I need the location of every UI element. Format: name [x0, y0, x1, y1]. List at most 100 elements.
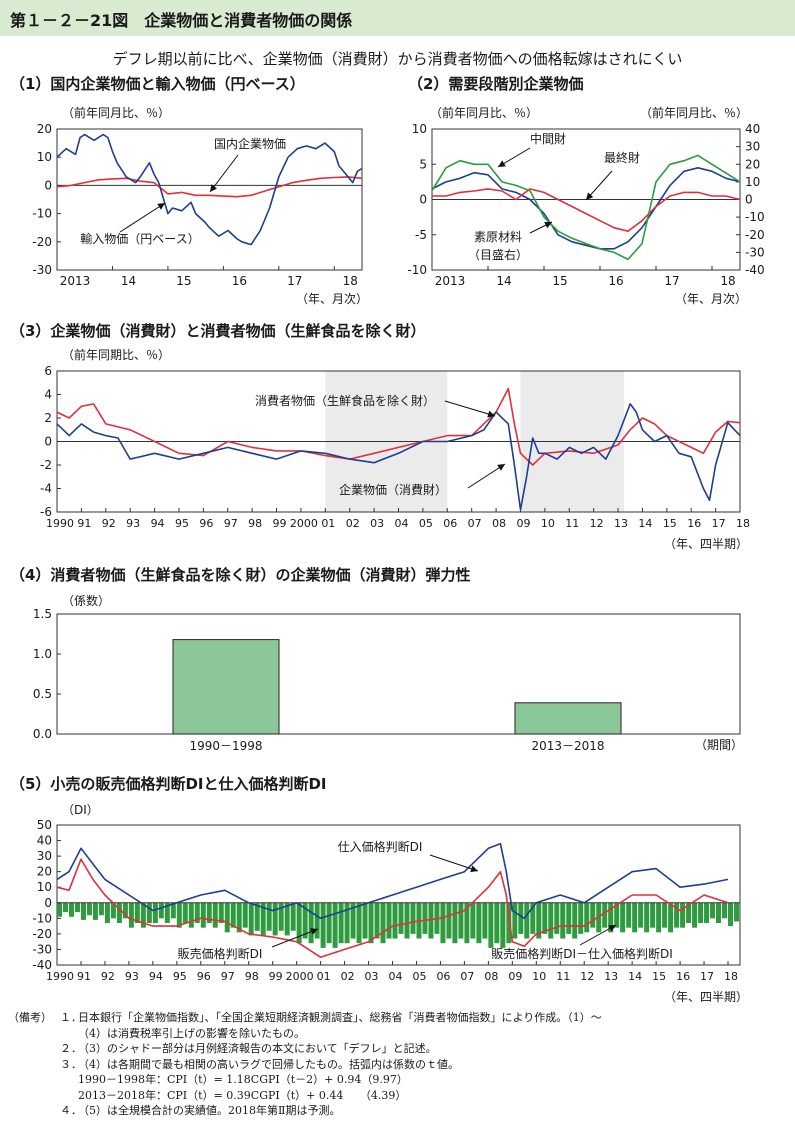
p3-label-cgpi: 企業物価（消費財）	[339, 482, 447, 497]
p5-diff-bar	[650, 902, 656, 928]
p5-diff-bar	[626, 902, 632, 928]
p1-x-tick-label: 17	[287, 274, 302, 288]
panel2-title: （2）需要段階別企業物価	[408, 75, 584, 93]
p5-diff-bar	[620, 902, 626, 933]
p3-x-tick-label: 93	[126, 517, 140, 530]
p5-diff-bar	[440, 902, 446, 944]
p2-x-tick-label: 2013	[435, 274, 466, 288]
panel2-chart: -10 -5 0 5 10 -40 -30 -20 -10 0 10 20 30 40 2013 14 15 16…	[407, 122, 765, 288]
p5-x-tick-label: 04	[389, 970, 403, 983]
p2-y-right-tick-label: -10	[745, 210, 765, 224]
p5-x-tick-label: 16	[676, 970, 690, 983]
p5-diff-bar	[608, 902, 614, 933]
p3-x-tick-label: 07	[468, 517, 482, 530]
p2-x-tick-label: 18	[720, 274, 735, 288]
p3-x-tick-label: 2000	[290, 517, 318, 530]
p1-y-tick-label: 10	[37, 150, 52, 164]
p3-y-tick-label: 2	[44, 411, 52, 425]
p3-arrow-cpi	[444, 400, 496, 417]
p5-diff-bar	[470, 902, 476, 939]
p2-series-intermediate	[431, 166, 741, 250]
p5-x-tick-label: 14	[628, 970, 642, 983]
p5-label-purchase: 仕入価格判断DI	[338, 839, 423, 854]
p5-diff-bar	[392, 902, 398, 939]
p5-diff-bar	[542, 902, 548, 934]
p5-x-tick-label: 96	[197, 970, 211, 983]
p5-diff-bar	[374, 902, 380, 939]
p5-diff-bar	[566, 902, 572, 934]
p5-diff-bar	[242, 902, 248, 928]
p5-y-tick-label: -10	[32, 911, 52, 925]
p2-y-right-tick-label: -40	[745, 263, 765, 277]
p5-diff-bar	[308, 902, 314, 944]
p5-y-tick-label: -30	[32, 942, 52, 956]
p3-x-tick-label: 08	[492, 517, 506, 530]
p5-diff-bar	[86, 902, 92, 916]
p5-diff-bar	[590, 902, 596, 928]
p5-diff-bar	[272, 902, 278, 936]
p3-x-tick-label: 92	[102, 517, 116, 530]
notes: （備考） １． 日本銀行「企業物価指数」、「全国企業短期経済観測調査」、総務省「消費…	[8, 1010, 793, 1119]
p5-diff-bar	[152, 902, 158, 923]
p1-plot-frame	[56, 128, 363, 271]
p3-x-tick-label: 03	[370, 517, 384, 530]
p1-series-domestic	[56, 176, 363, 198]
p2-y-left-tick-label: 0	[419, 193, 427, 207]
p3-x-tick-label: 99	[273, 517, 287, 530]
p1-x-tick-label: 16	[232, 274, 247, 288]
p3-series-cgpi	[56, 403, 741, 511]
p2-arrow-final-head	[586, 192, 594, 200]
p5-x-tick-label: 15	[652, 970, 666, 983]
panel5-xunit: （年、四半期）	[664, 990, 749, 1004]
p3-x-tick-label: 14	[638, 517, 652, 530]
p3-y-tick-label: 4	[44, 388, 52, 402]
p5-diff-bar	[266, 902, 272, 931]
p2-label-raw-axis: （目盛右）	[468, 247, 528, 262]
p5-diff-bar	[662, 902, 668, 928]
p1-y-tick-label: -10	[32, 207, 52, 221]
p1-arrow-import	[119, 202, 166, 233]
p3-y-tick-label: -2	[40, 458, 52, 472]
p5-x-tick-label: 95	[173, 970, 187, 983]
p5-diff-bar	[632, 902, 638, 933]
note-number: ３．	[60, 1057, 82, 1071]
p5-diff-bar	[182, 902, 188, 923]
p5-x-tick-label: 94	[149, 970, 163, 983]
p5-y-tick-label: 20	[37, 865, 52, 879]
panel3-unit: （前年同期比、％）	[62, 348, 171, 362]
p3-x-tick-label: 94	[151, 517, 165, 530]
p5-y-tick-label: 0	[44, 896, 52, 910]
p2-y-right-tick-label: 40	[745, 122, 760, 136]
p5-diff-bar	[194, 902, 200, 923]
p5-diff-bar	[482, 902, 488, 939]
p5-x-tick-label: 06	[436, 970, 450, 983]
p2-y-left-tick-label: 10	[412, 122, 427, 136]
p5-diff-bar	[638, 902, 644, 928]
p3-x-tick-label: 96	[199, 517, 213, 530]
p5-diff-bar	[338, 902, 344, 944]
p5-diff-bar	[500, 902, 506, 948]
p3-arrow-cpi-head	[487, 410, 495, 418]
p3-x-tick-label: 10	[541, 517, 555, 530]
p2-y-right-tick-label: 0	[745, 193, 753, 207]
p5-diff-bar	[674, 902, 680, 928]
p5-label-selling: 販売価格判断DI	[178, 946, 263, 961]
p3-x-tick-label: 12	[590, 517, 604, 530]
note-text: （5）は全規模合計の実績値。2018年第Ⅱ期は予測。	[78, 1104, 341, 1117]
p3-x-tick-label: 05	[419, 517, 433, 530]
p5-arrow-purchase-head	[470, 865, 478, 873]
p5-diff-bar	[146, 902, 152, 923]
panel1-xunit: （年、月次）	[296, 292, 369, 306]
p3-x-tick-label: 11	[565, 517, 579, 530]
p5-diff-bar	[512, 902, 518, 939]
p2-y-left-tick-label: -10	[407, 263, 427, 277]
p5-diff-bar	[518, 902, 524, 934]
p5-x-tick-label: 97	[221, 970, 235, 983]
p5-diff-bar	[236, 902, 242, 933]
panel4-chart: 0.0 0.5 1.0 1.5 1990－1998 2013－2018	[33, 607, 741, 753]
p5-diff-bar	[128, 902, 134, 928]
panel5-title: （5）小売の販売価格判断DIと仕入価格判断DI	[10, 775, 327, 793]
p5-diff-bar	[68, 902, 74, 917]
